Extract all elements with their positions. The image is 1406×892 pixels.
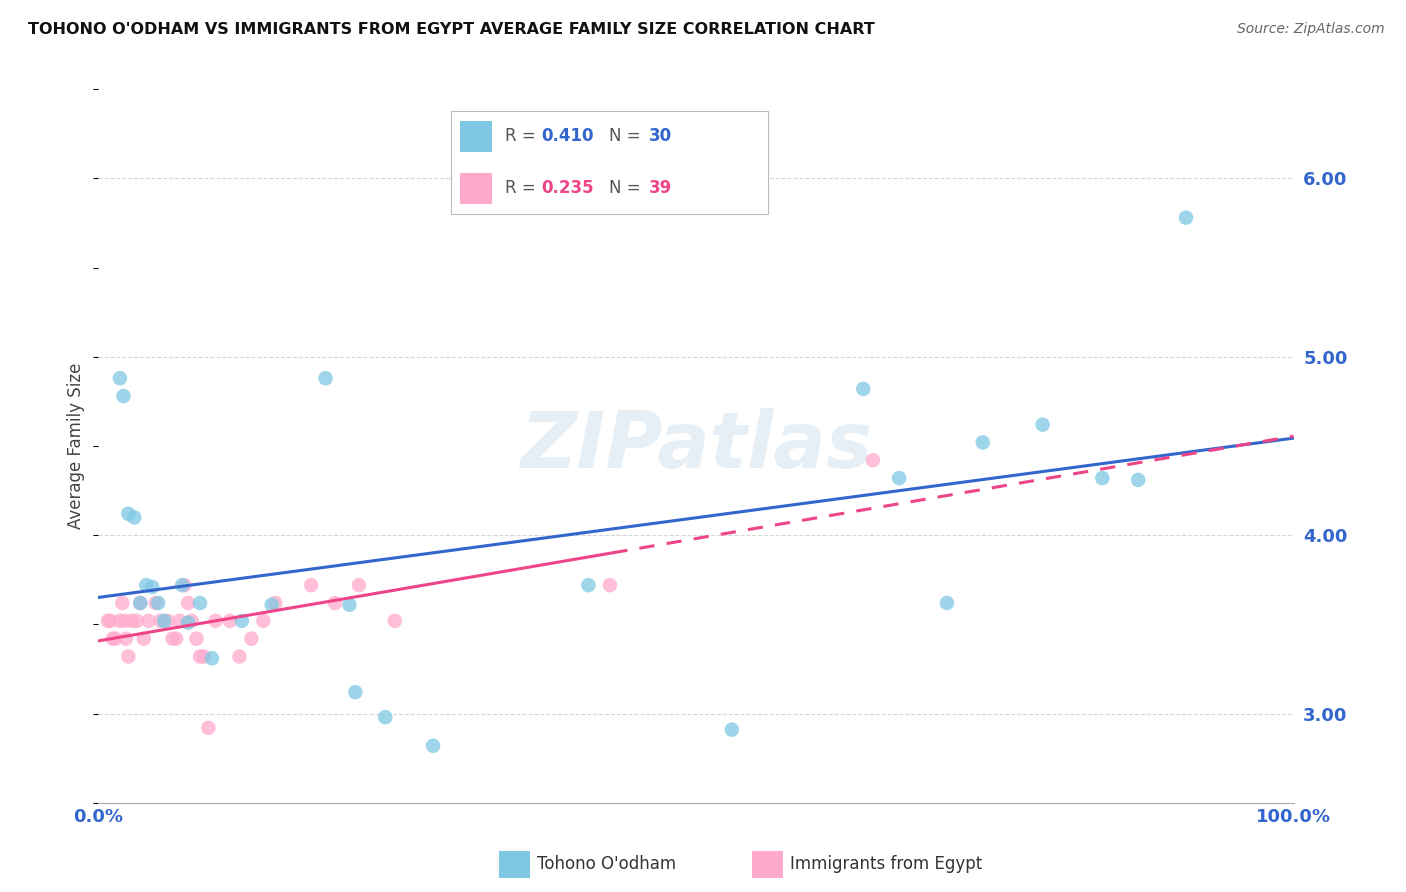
Point bbox=[889, 471, 911, 485]
Point bbox=[173, 578, 195, 592]
Point bbox=[129, 596, 152, 610]
Point bbox=[1032, 417, 1054, 432]
Point bbox=[112, 389, 135, 403]
Point bbox=[972, 435, 994, 450]
Point bbox=[240, 632, 263, 646]
Point bbox=[165, 632, 187, 646]
Point bbox=[138, 614, 160, 628]
Point bbox=[129, 596, 152, 610]
Point bbox=[148, 596, 170, 610]
Point bbox=[721, 723, 744, 737]
Y-axis label: Average Family Size: Average Family Size bbox=[67, 363, 86, 529]
Point bbox=[162, 632, 184, 646]
Point bbox=[117, 649, 139, 664]
Point bbox=[124, 510, 146, 524]
Point bbox=[299, 578, 322, 592]
Point bbox=[204, 614, 226, 628]
Point bbox=[852, 382, 875, 396]
Point bbox=[117, 507, 139, 521]
Point bbox=[228, 649, 250, 664]
Point bbox=[98, 614, 122, 628]
Point bbox=[315, 371, 337, 385]
Point bbox=[384, 614, 406, 628]
Point bbox=[169, 614, 191, 628]
Point bbox=[422, 739, 444, 753]
Point bbox=[936, 596, 959, 610]
Point bbox=[260, 598, 283, 612]
Point bbox=[111, 596, 134, 610]
Point bbox=[115, 632, 138, 646]
Point bbox=[1091, 471, 1114, 485]
Point bbox=[186, 632, 208, 646]
Point bbox=[231, 614, 253, 628]
Point bbox=[172, 578, 194, 592]
Point bbox=[132, 632, 155, 646]
Point bbox=[145, 596, 167, 610]
Text: Immigrants from Egypt: Immigrants from Egypt bbox=[790, 855, 983, 873]
Point bbox=[264, 596, 287, 610]
Point bbox=[108, 614, 131, 628]
Point bbox=[114, 614, 136, 628]
Point bbox=[149, 614, 172, 628]
Point bbox=[177, 615, 200, 630]
Point bbox=[177, 596, 200, 610]
Point bbox=[252, 614, 274, 628]
Point bbox=[101, 632, 124, 646]
Point bbox=[219, 614, 242, 628]
Point bbox=[374, 710, 396, 724]
Text: Tohono O'odham: Tohono O'odham bbox=[537, 855, 676, 873]
Text: Source: ZipAtlas.com: Source: ZipAtlas.com bbox=[1237, 22, 1385, 37]
Point bbox=[576, 578, 599, 592]
Point bbox=[1128, 473, 1150, 487]
Point bbox=[323, 596, 346, 610]
Text: TOHONO O'ODHAM VS IMMIGRANTS FROM EGYPT AVERAGE FAMILY SIZE CORRELATION CHART: TOHONO O'ODHAM VS IMMIGRANTS FROM EGYPT … bbox=[28, 22, 875, 37]
Point bbox=[97, 614, 120, 628]
Point bbox=[141, 580, 163, 594]
Point bbox=[108, 371, 131, 385]
Point bbox=[104, 632, 127, 646]
Point bbox=[862, 453, 884, 467]
Point bbox=[599, 578, 621, 592]
Point bbox=[1175, 211, 1198, 225]
Point bbox=[339, 598, 360, 612]
Point bbox=[188, 649, 211, 664]
Point bbox=[347, 578, 370, 592]
Point bbox=[153, 614, 176, 628]
Point bbox=[193, 649, 215, 664]
Point bbox=[188, 596, 211, 610]
Point bbox=[156, 614, 179, 628]
Point bbox=[135, 578, 157, 592]
Point bbox=[197, 721, 219, 735]
Point bbox=[121, 614, 143, 628]
Point bbox=[180, 614, 202, 628]
Text: ZIPatlas: ZIPatlas bbox=[520, 408, 872, 484]
Point bbox=[201, 651, 224, 665]
Point bbox=[125, 614, 148, 628]
Point bbox=[344, 685, 367, 699]
